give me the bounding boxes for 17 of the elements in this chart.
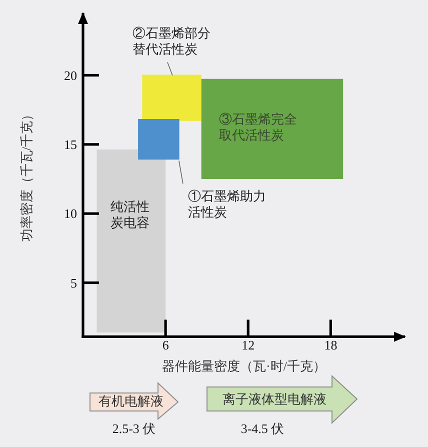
y-axis-title: 功率密度（千瓦/千克） bbox=[19, 108, 34, 242]
annotation: ①石墨烯助力活性炭 bbox=[188, 188, 266, 220]
x-tick-label: 12 bbox=[242, 338, 255, 353]
y-tick-label: 5 bbox=[70, 275, 77, 290]
x-tick-label: 18 bbox=[324, 338, 338, 353]
text: 有机电解液 bbox=[98, 394, 164, 408]
y-tick-label: 15 bbox=[64, 136, 77, 152]
annotation: ③石墨烯完全取代活性炭 bbox=[218, 111, 297, 142]
x-axis-title: 器件能量密度（瓦·时/千克） bbox=[162, 358, 326, 374]
text: 3-4.5 伏 bbox=[240, 421, 284, 436]
text: 离子液体型电解液 bbox=[222, 392, 326, 406]
x-tick-label: 6 bbox=[162, 338, 170, 353]
y-tick-label: 20 bbox=[64, 68, 77, 83]
annotation: 纯活性炭电容 bbox=[110, 199, 150, 230]
y-tick-label: 10 bbox=[64, 206, 77, 222]
annotation: ②石墨烯部分替代活性炭 bbox=[132, 25, 210, 56]
text: 2.5-3 伏 bbox=[112, 421, 156, 436]
